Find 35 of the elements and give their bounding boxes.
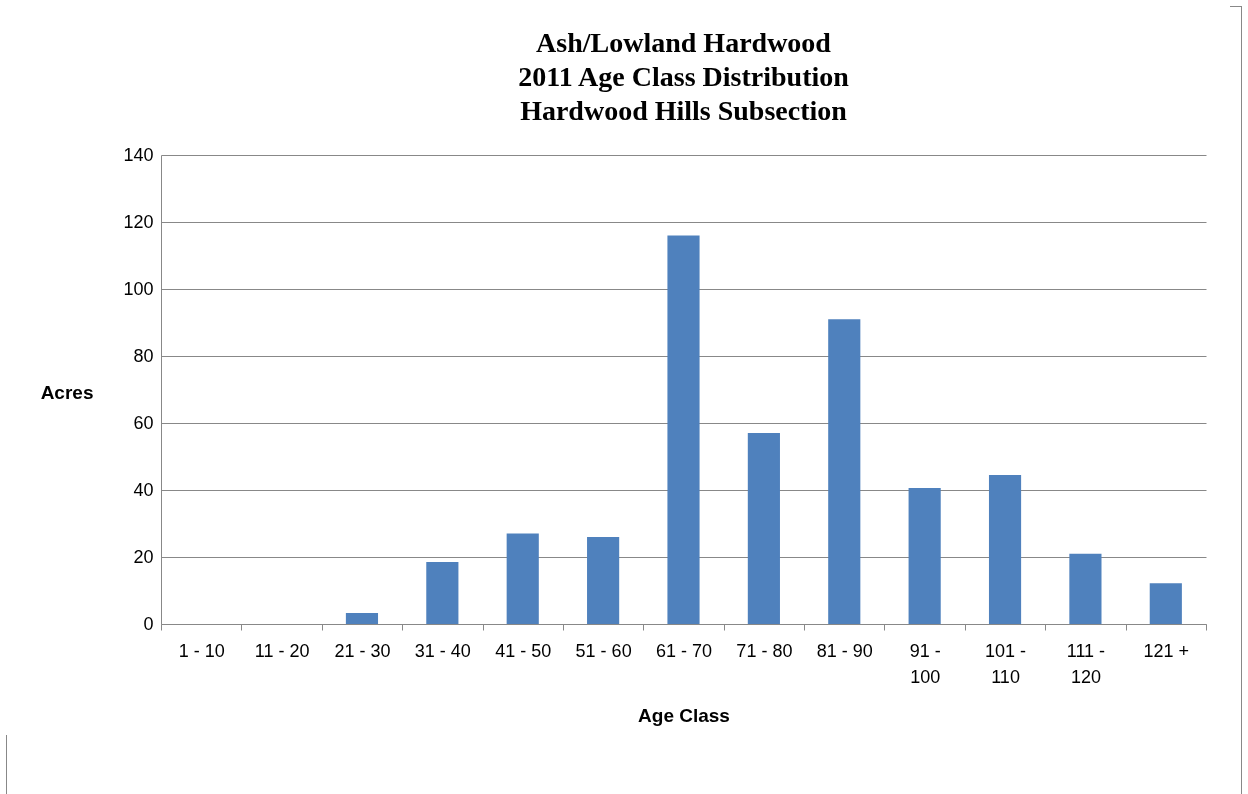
- bar: [828, 319, 861, 624]
- bar: [345, 612, 379, 624]
- x-tick-label: 1 - 10: [178, 640, 225, 661]
- x-tick-label: 111 - 120: [1066, 640, 1106, 687]
- x-tick-label: 121 +: [1143, 640, 1190, 661]
- bar: [988, 474, 1022, 624]
- bar: [506, 533, 539, 624]
- bar: [426, 562, 459, 624]
- y-tick-label: 60: [133, 412, 154, 433]
- y-axis-title: Acres: [40, 381, 94, 403]
- bar: [667, 235, 700, 624]
- y-tick-label: 0: [143, 613, 154, 634]
- x-tick-label: 51 - 60: [575, 640, 632, 661]
- bar: [587, 536, 620, 624]
- y-tick-label: 20: [133, 546, 154, 567]
- bar: [1069, 553, 1102, 624]
- bar: [1149, 583, 1182, 624]
- x-tick-label: 21 - 30: [334, 640, 391, 661]
- x-axis-title: Age Class: [638, 704, 730, 726]
- x-tick-label: 81 - 90: [816, 640, 873, 661]
- x-tick-label: 61 - 70: [655, 640, 713, 661]
- x-tick-label: 91 - 100: [909, 640, 941, 687]
- chart-title: Ash/Lowland Hardwood 2011 Age Class Distribution Hardwood Hills Subsection: [518, 27, 850, 126]
- y-tick-label: 80: [133, 345, 154, 366]
- x-tick-label: 11 - 20: [254, 640, 310, 661]
- bar: [747, 433, 780, 624]
- y-tick-label: 100: [123, 278, 154, 299]
- x-tick-label: 71 - 80: [736, 640, 793, 661]
- x-tick-label: 101 - 110: [985, 640, 1027, 687]
- y-tick-label: 120: [123, 211, 154, 232]
- bar: [908, 487, 941, 624]
- x-tick-label: 41 - 50: [495, 640, 552, 661]
- y-tick-label: 40: [133, 479, 154, 500]
- y-tick-label: 140: [123, 144, 154, 165]
- x-tick-label: 31 - 40: [414, 640, 471, 661]
